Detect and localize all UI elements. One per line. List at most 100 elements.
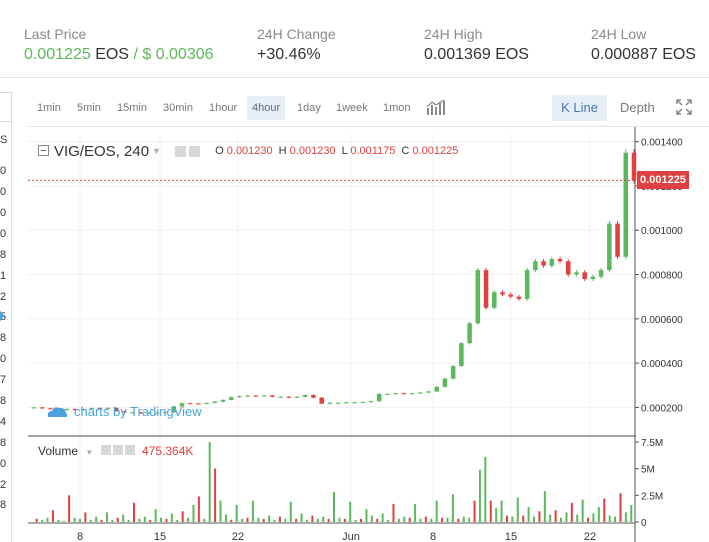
time-tick-label: 8 <box>77 531 83 542</box>
volume-bar <box>138 518 141 522</box>
candle <box>270 395 275 397</box>
timeframe-4hour[interactable]: 4hour <box>247 96 286 120</box>
settings-icon[interactable] <box>188 146 200 157</box>
volume-bar <box>370 515 373 522</box>
timeframe-1day[interactable]: 1day <box>297 102 321 114</box>
volume-settings-icon[interactable] <box>112 445 123 455</box>
visibility-icon[interactable] <box>174 146 186 157</box>
volume-bar <box>143 516 146 522</box>
candle <box>516 296 522 299</box>
candle <box>623 152 629 257</box>
volume-bar <box>343 518 346 522</box>
candle <box>278 396 283 398</box>
volume-bar <box>570 502 573 522</box>
volume-bar <box>603 498 606 522</box>
low-label: 24H Low <box>591 26 647 42</box>
timeframe-5min[interactable]: 5min <box>77 102 101 114</box>
volume-bar <box>105 512 108 522</box>
left-panel-digit: 0 <box>0 353 7 365</box>
timeframe-1mon[interactable]: 1mon <box>383 102 411 114</box>
volume-bar <box>365 509 368 522</box>
volume-label: Volume <box>38 444 79 458</box>
collapse-legend-icon[interactable] <box>38 145 49 156</box>
timeframe-1hour[interactable]: 1hour <box>209 102 238 114</box>
candle <box>113 407 119 412</box>
candle <box>212 401 218 403</box>
low-value: 0.001175 <box>350 145 396 157</box>
volume-visibility-icon[interactable] <box>100 445 111 455</box>
volume-bar <box>89 519 92 522</box>
volume-close-icon[interactable] <box>124 445 135 455</box>
candle <box>401 393 407 395</box>
volume-bar <box>592 513 595 522</box>
timeframe-1min[interactable]: 1min <box>37 102 61 114</box>
left-panel-digit: 2 <box>0 479 7 491</box>
volume-bar <box>408 517 411 522</box>
candle <box>327 402 333 404</box>
price-chart[interactable]: 0.0014000.0012000.0010000.0008000.000600… <box>28 126 709 542</box>
depth-tab[interactable]: Depth <box>620 100 655 115</box>
left-panel-digit: 0 <box>0 165 7 177</box>
candle <box>171 406 176 413</box>
candle <box>549 259 555 266</box>
volume-bar <box>338 517 341 522</box>
candle <box>434 386 439 392</box>
candle <box>64 408 70 411</box>
volume-value: 475.364K <box>141 444 194 458</box>
time-tick-label: 22 <box>232 531 244 542</box>
chevron-down-icon[interactable]: ▼ <box>152 146 161 156</box>
left-panel-digit: 8 <box>0 332 7 344</box>
indicators-icon[interactable] <box>426 99 446 117</box>
volume-bar <box>289 501 292 522</box>
volume-bar <box>333 492 335 522</box>
volume-bar <box>468 517 471 522</box>
left-panel-digit: 2 <box>0 291 7 303</box>
high-value: 0.001369 <box>424 46 491 63</box>
candle <box>130 412 135 414</box>
volume-bar <box>68 495 71 522</box>
ohlc-values: O 0.001230 H 0.001230 L 0.001175 C 0.001225 <box>215 145 464 157</box>
volume-bar <box>489 500 492 522</box>
fullscreen-icon[interactable] <box>676 99 692 115</box>
tradingview-watermark[interactable]: charts by TradingView <box>46 404 202 419</box>
candle <box>376 393 382 402</box>
volume-bar <box>208 442 211 522</box>
volume-bar <box>203 518 206 522</box>
volume-bar <box>268 515 271 522</box>
left-panel-digit: 8 <box>0 395 7 407</box>
kline-tab[interactable]: K Line <box>552 95 607 121</box>
volume-bar <box>100 519 103 522</box>
chart-toolbar: 1min 5min 15min 30min 1hour 4hour 1day 1week 1mo… <box>28 92 709 124</box>
time-tick-label: 15 <box>154 531 166 542</box>
volume-bar <box>478 469 481 522</box>
volume-bar <box>116 517 119 522</box>
volume-bar <box>160 517 163 522</box>
time-tick-label: Jun <box>342 531 360 542</box>
low-unit: EOS <box>662 46 696 63</box>
volume-bar <box>484 456 487 522</box>
timeframe-1week[interactable]: 1week <box>336 102 368 114</box>
candle <box>261 395 267 397</box>
volume-bar <box>560 517 563 522</box>
candle <box>89 408 94 410</box>
volume-bar <box>522 515 525 522</box>
volume-bar <box>51 510 54 522</box>
candle <box>319 397 324 404</box>
panel-toggle-arrow-icon[interactable] <box>0 305 4 327</box>
volume-bar <box>257 517 260 522</box>
timeframe-30min[interactable]: 30min <box>163 102 193 114</box>
volume-bar <box>154 509 157 522</box>
volume-bar <box>316 518 319 522</box>
low-24h: 24H Low 0.000887 EOS <box>591 26 696 65</box>
volume-bar <box>305 519 308 522</box>
volume-chevron-icon[interactable]: ▼ <box>85 448 94 457</box>
volume-bar <box>392 503 395 522</box>
current-price-tag: 0.001225 <box>637 171 689 190</box>
candle <box>565 261 571 275</box>
volume-bar <box>354 519 357 522</box>
timeframe-15min[interactable]: 15min <box>117 102 147 114</box>
high-label: H <box>278 145 287 157</box>
volume-bar <box>349 501 352 522</box>
chart-canvas[interactable]: 0.0014000.0012000.0010000.0008000.000600… <box>28 127 709 542</box>
candle <box>335 402 341 404</box>
